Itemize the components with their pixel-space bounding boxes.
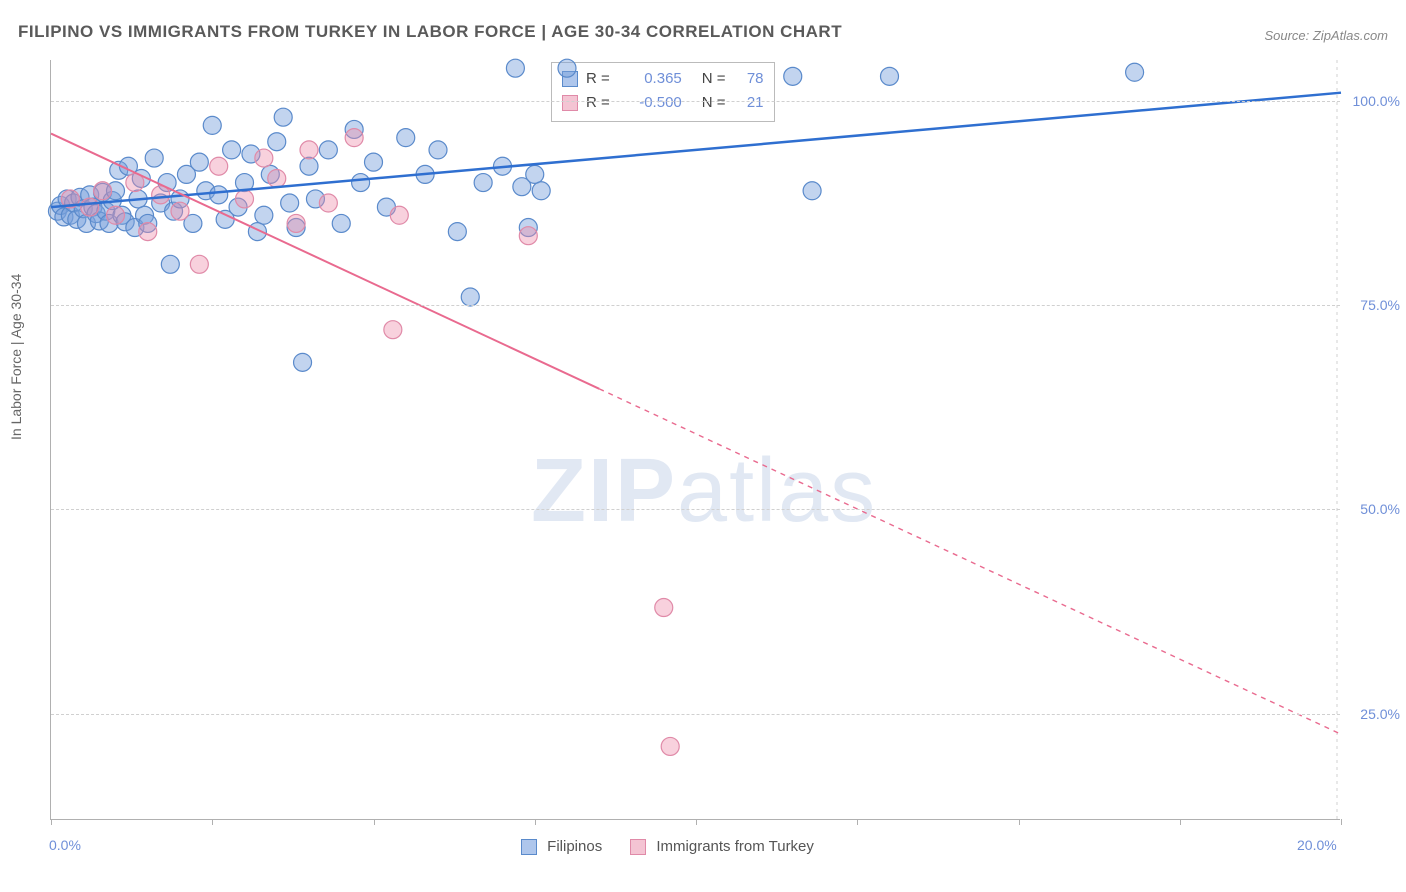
scatter-point — [287, 214, 305, 232]
trend-line-dashed — [599, 389, 1341, 734]
scatter-point — [161, 255, 179, 273]
scatter-point — [255, 206, 273, 224]
scatter-point — [448, 223, 466, 241]
chart-canvas — [51, 60, 1340, 819]
scatter-point — [384, 321, 402, 339]
y-tick-label: 75.0% — [1360, 297, 1400, 313]
scatter-point — [294, 353, 312, 371]
scatter-point — [300, 157, 318, 175]
legend-swatch-2 — [630, 839, 646, 855]
x-tick — [212, 819, 213, 825]
gridline — [51, 714, 1340, 715]
gridline — [51, 509, 1340, 510]
scatter-point — [255, 149, 273, 167]
bottom-legend: Filipinos Immigrants from Turkey — [521, 838, 814, 855]
scatter-point — [274, 108, 292, 126]
scatter-point — [332, 214, 350, 232]
scatter-point — [506, 59, 524, 77]
scatter-point — [461, 288, 479, 306]
scatter-point — [526, 165, 544, 183]
y-tick-label: 25.0% — [1360, 706, 1400, 722]
scatter-point — [281, 194, 299, 212]
legend-label: Immigrants from Turkey — [656, 838, 814, 855]
x-tick — [1180, 819, 1181, 825]
scatter-point — [1126, 63, 1144, 81]
scatter-point — [390, 206, 408, 224]
source-label: Source: ZipAtlas.com — [1264, 28, 1388, 43]
x-tick-label: 20.0% — [1297, 837, 1337, 853]
gridline — [51, 101, 1340, 102]
legend-item: Filipinos — [521, 838, 602, 855]
scatter-point — [268, 169, 286, 187]
y-axis-label: In Labor Force | Age 30-34 — [8, 274, 24, 440]
legend-label: Filipinos — [547, 838, 602, 855]
scatter-point — [190, 255, 208, 273]
scatter-point — [365, 153, 383, 171]
x-tick — [696, 819, 697, 825]
scatter-point — [107, 206, 125, 224]
x-tick — [857, 819, 858, 825]
x-tick — [1341, 819, 1342, 825]
gridline — [51, 305, 1340, 306]
scatter-point — [81, 198, 99, 216]
x-tick-label: 0.0% — [49, 837, 81, 853]
scatter-point — [300, 141, 318, 159]
scatter-point — [145, 149, 163, 167]
plot-area: ZIPatlas R = 0.365 N = 78 R = -0.500 N =… — [50, 60, 1340, 820]
scatter-point — [352, 174, 370, 192]
scatter-point — [397, 129, 415, 147]
trend-line — [51, 134, 599, 389]
scatter-point — [345, 129, 363, 147]
legend-item: Immigrants from Turkey — [630, 838, 814, 855]
scatter-point — [268, 133, 286, 151]
scatter-point — [210, 157, 228, 175]
scatter-point — [236, 190, 254, 208]
x-tick — [51, 819, 52, 825]
scatter-point — [94, 182, 112, 200]
scatter-point — [203, 116, 221, 134]
x-tick — [1019, 819, 1020, 825]
scatter-point — [429, 141, 447, 159]
scatter-point — [784, 67, 802, 85]
scatter-point — [474, 174, 492, 192]
scatter-point — [655, 599, 673, 617]
scatter-point — [319, 194, 337, 212]
scatter-point — [532, 182, 550, 200]
y-tick-label: 100.0% — [1353, 93, 1400, 109]
x-tick — [374, 819, 375, 825]
scatter-point — [803, 182, 821, 200]
chart-title: FILIPINO VS IMMIGRANTS FROM TURKEY IN LA… — [18, 22, 842, 42]
scatter-point — [223, 141, 241, 159]
scatter-point — [171, 202, 189, 220]
scatter-point — [881, 67, 899, 85]
scatter-point — [190, 153, 208, 171]
x-tick — [535, 819, 536, 825]
scatter-point — [210, 186, 228, 204]
legend-swatch-1 — [521, 839, 537, 855]
scatter-point — [519, 227, 537, 245]
scatter-point — [319, 141, 337, 159]
scatter-point — [139, 223, 157, 241]
y-tick-label: 50.0% — [1360, 501, 1400, 517]
scatter-point — [661, 737, 679, 755]
scatter-point — [558, 59, 576, 77]
